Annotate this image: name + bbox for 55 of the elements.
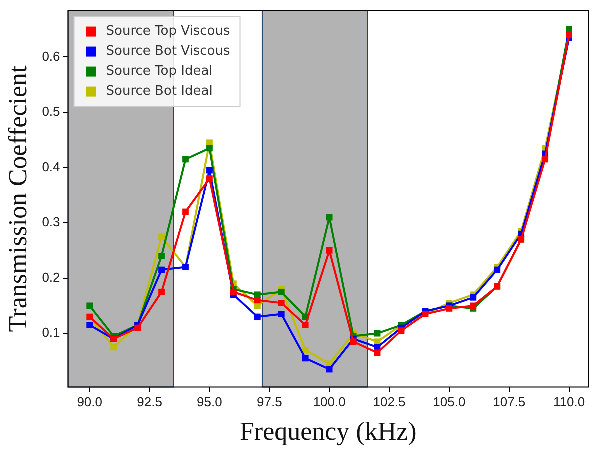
point xyxy=(446,306,453,312)
x-tick-label: 102.5 xyxy=(373,394,406,410)
point xyxy=(158,288,165,296)
x-tick-label: 97.5 xyxy=(256,394,282,410)
point xyxy=(254,297,261,304)
point xyxy=(134,324,141,332)
legend-label: Source Top Ideal xyxy=(106,64,213,80)
point xyxy=(158,253,165,260)
legend-label: Source Top Viscous xyxy=(106,24,230,40)
y-tick-label: 0.3 xyxy=(42,214,60,230)
point xyxy=(278,300,285,306)
point xyxy=(326,366,333,373)
point xyxy=(86,302,94,310)
x-tick-label: 90.0 xyxy=(77,394,103,410)
point xyxy=(158,266,165,274)
point xyxy=(326,247,333,254)
y-tick-label: 0.4 xyxy=(42,159,60,174)
x-tick-label: 107.5 xyxy=(493,394,526,410)
point xyxy=(182,208,189,216)
y-tick-label: 0.6 xyxy=(42,48,60,64)
point xyxy=(182,156,189,163)
legend-label: Source Bot Viscous xyxy=(106,44,230,60)
y-axis-title: Transmission Coeffecient xyxy=(3,64,32,332)
point xyxy=(206,145,213,152)
point xyxy=(254,314,261,320)
point xyxy=(302,355,309,362)
y-tick-label: 0.5 xyxy=(42,104,60,120)
x-tick-label: 100.0 xyxy=(313,394,346,410)
point xyxy=(350,338,357,346)
y-tick-label: 0.2 xyxy=(42,270,60,285)
legend-label: Source Bot Ideal xyxy=(106,84,213,100)
point xyxy=(374,350,381,356)
x-tick-label: 95.0 xyxy=(197,394,222,410)
point xyxy=(494,266,501,274)
point xyxy=(302,346,309,354)
point xyxy=(278,311,285,318)
x-tick-label: 105.0 xyxy=(433,394,466,410)
x-tick-label: 92.5 xyxy=(137,394,162,410)
point xyxy=(398,328,405,334)
point xyxy=(374,330,381,337)
point xyxy=(326,214,333,221)
point xyxy=(110,344,118,351)
point xyxy=(86,322,94,328)
x-tick-label: 110.0 xyxy=(554,394,586,410)
y-tick-label: 0.1 xyxy=(42,325,60,340)
point xyxy=(206,167,213,174)
point xyxy=(278,288,285,296)
x-axis-title: Frequency (kHz) xyxy=(240,417,417,446)
point xyxy=(542,156,549,163)
point xyxy=(470,294,477,301)
point xyxy=(158,234,165,240)
point xyxy=(302,322,309,328)
point xyxy=(470,302,477,310)
point xyxy=(206,176,213,182)
point xyxy=(230,288,237,296)
